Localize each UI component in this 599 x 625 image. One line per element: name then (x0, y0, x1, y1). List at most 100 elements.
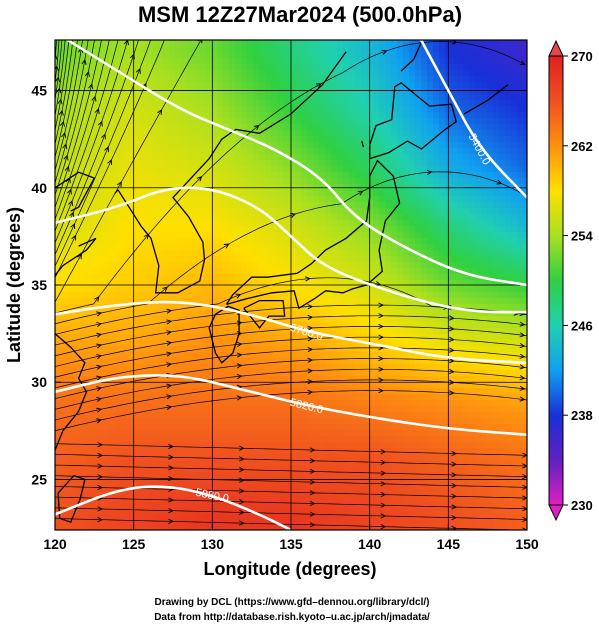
field-cell (223, 316, 230, 323)
field-cell (337, 412, 344, 419)
field-cell (211, 208, 218, 215)
field-cell (103, 256, 110, 263)
field-cell (505, 100, 512, 107)
field-cell (67, 286, 74, 293)
field-cell (475, 388, 482, 395)
field-cell (433, 136, 440, 143)
field-cell (385, 382, 392, 389)
field-cell (151, 202, 158, 209)
field-cell (133, 268, 140, 275)
field-cell (475, 40, 482, 47)
field-cell (241, 262, 248, 269)
field-cell (259, 64, 266, 71)
field-cell (283, 394, 290, 401)
field-cell (115, 286, 122, 293)
field-cell (181, 46, 188, 53)
field-cell (451, 142, 458, 149)
field-cell (337, 268, 344, 275)
field-cell (163, 292, 170, 299)
field-cell (349, 280, 356, 287)
field-cell (97, 268, 104, 275)
field-cell (511, 172, 518, 179)
field-cell (367, 388, 374, 395)
field-cell (73, 64, 80, 71)
field-cell (313, 148, 320, 155)
field-cell (511, 370, 518, 377)
field-cell (145, 244, 152, 251)
field-cell (157, 268, 164, 275)
field-cell (247, 148, 254, 155)
field-cell (295, 118, 302, 125)
field-cell (175, 310, 182, 317)
field-cell (325, 382, 332, 389)
field-cell (241, 358, 248, 365)
field-cell (187, 394, 194, 401)
field-cell (187, 112, 194, 119)
field-cell (163, 40, 170, 47)
field-cell (343, 70, 350, 77)
field-cell (403, 376, 410, 383)
field-cell (337, 106, 344, 113)
field-cell (499, 130, 506, 137)
field-cell (151, 118, 158, 125)
field-cell (175, 70, 182, 77)
field-cell (343, 46, 350, 53)
field-cell (319, 220, 326, 227)
field-cell (337, 130, 344, 137)
field-cell (67, 250, 74, 257)
field-cell (223, 154, 230, 161)
field-cell (157, 286, 164, 293)
field-cell (97, 298, 104, 305)
field-cell (175, 262, 182, 269)
field-cell (211, 316, 218, 323)
field-cell (463, 166, 470, 173)
field-cell (85, 112, 92, 119)
field-cell (415, 238, 422, 245)
field-cell (319, 184, 326, 191)
field-cell (259, 58, 266, 65)
field-cell (163, 226, 170, 233)
field-cell (247, 106, 254, 113)
field-cell (439, 220, 446, 227)
field-cell (415, 340, 422, 347)
field-cell (457, 352, 464, 359)
field-cell (253, 388, 260, 395)
field-cell (271, 280, 278, 287)
field-cell (481, 370, 488, 377)
field-cell (103, 250, 110, 257)
field-cell (181, 142, 188, 149)
field-cell (103, 166, 110, 173)
field-cell (61, 88, 68, 95)
field-cell (217, 40, 224, 47)
field-cell (469, 100, 476, 107)
field-cell (241, 112, 248, 119)
field-cell (493, 388, 500, 395)
field-cell (481, 340, 488, 347)
field-cell (391, 298, 398, 305)
field-cell (199, 82, 206, 89)
field-cell (151, 340, 158, 347)
field-cell (493, 412, 500, 419)
field-cell (121, 76, 128, 83)
field-cell (187, 190, 194, 197)
field-cell (115, 400, 122, 407)
field-cell (145, 196, 152, 203)
field-cell (145, 346, 152, 353)
field-cell (355, 292, 362, 299)
field-cell (133, 340, 140, 347)
field-cell (421, 88, 428, 95)
field-cell (133, 94, 140, 101)
field-cell (457, 76, 464, 83)
field-cell (265, 256, 272, 263)
field-cell (499, 334, 506, 341)
field-cell (361, 406, 368, 413)
field-cell (145, 58, 152, 65)
field-cell (247, 280, 254, 287)
field-cell (481, 184, 488, 191)
field-cell (343, 136, 350, 143)
field-cell (433, 70, 440, 77)
field-cell (253, 238, 260, 245)
field-cell (295, 82, 302, 89)
field-cell (85, 184, 92, 191)
field-cell (133, 58, 140, 65)
